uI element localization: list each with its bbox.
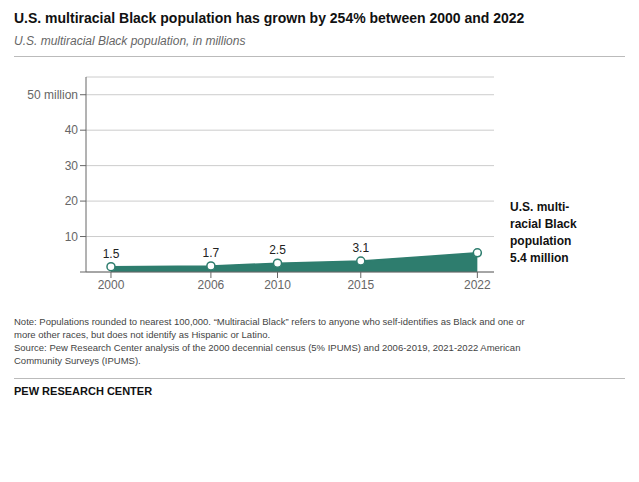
svg-text:50 million: 50 million: [27, 87, 78, 101]
svg-text:2006: 2006: [198, 277, 225, 291]
svg-text:1.7: 1.7: [203, 245, 220, 259]
svg-text:2.5: 2.5: [269, 243, 286, 257]
svg-text:1.5: 1.5: [103, 246, 120, 260]
svg-text:20: 20: [65, 194, 79, 208]
svg-text:2022: 2022: [464, 277, 491, 291]
svg-text:2015: 2015: [347, 277, 374, 291]
svg-text:2010: 2010: [264, 277, 291, 291]
svg-text:3.1: 3.1: [352, 241, 369, 255]
svg-text:2000: 2000: [98, 277, 125, 291]
svg-text:10: 10: [65, 229, 79, 243]
svg-text:30: 30: [65, 158, 79, 172]
html-text:Note: Populations rounded to n: Note: Populations rounded to nearest 100…: [14, 315, 525, 367]
html-text:U.S. multiracial Black populat: U.S. multiracial Black population has gr…: [14, 10, 525, 26]
svg-text:40: 40: [65, 123, 79, 137]
html-text:PEW RESEARCH CENTER: PEW RESEARCH CENTER: [14, 384, 153, 397]
html-text:U.S. multi- racial Black popul: U.S. multi- racial Black population 5.4 …: [510, 200, 577, 265]
html-text:U.S. multiracial Black populat: U.S. multiracial Black population, in mi…: [14, 33, 246, 48]
